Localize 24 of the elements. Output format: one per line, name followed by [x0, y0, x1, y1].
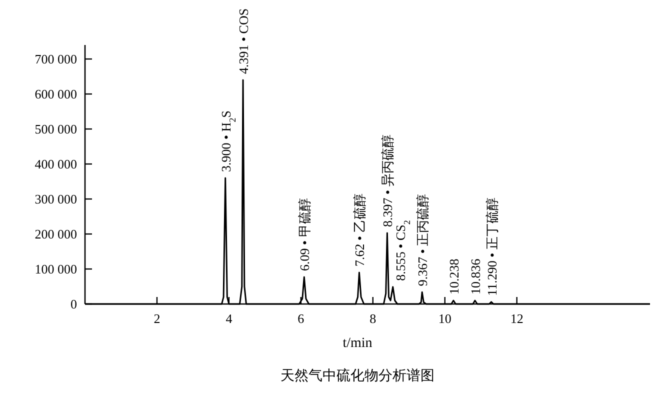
annotation: 10.238 — [446, 258, 462, 294]
y-tick-label: 300 000 — [34, 192, 77, 206]
annotation: 10.836 — [468, 258, 483, 294]
annotation: 8.397 • 异丙硫醇 — [380, 134, 396, 227]
x-tick-label: 6 — [298, 311, 305, 326]
y-tick-label: 700 000 — [34, 52, 77, 66]
x-tick-label: 4 — [226, 311, 233, 326]
x-tick-label: 8 — [370, 311, 376, 326]
y-tick-label: 500 000 — [34, 122, 77, 136]
y-tick-label: 600 000 — [34, 86, 77, 102]
x-tick-label: 2 — [154, 311, 160, 326]
x-tick-label: 12 — [510, 311, 524, 326]
annotation: 6.09 • 甲硫醇 — [297, 198, 312, 272]
annotation: 4.391 • COS — [236, 8, 252, 74]
x-axis-title: t/min — [342, 336, 372, 351]
annotation: 7.62 • 乙硫醇 — [352, 194, 368, 266]
y-tick-label: 200 000 — [34, 226, 77, 242]
annotation: 11.290 • 正丁硫醇 — [484, 198, 500, 296]
y-tick-label: 0 — [70, 296, 77, 312]
y-tick-label: 100 000 — [34, 262, 77, 276]
text: 天然气中硫化物分析谱图 — [280, 368, 434, 384]
annotation: 9.367 • 正丙硫醇 — [415, 194, 430, 286]
x-tick-label: 10 — [438, 311, 452, 326]
y-tick-label: 400 000 — [34, 156, 77, 172]
